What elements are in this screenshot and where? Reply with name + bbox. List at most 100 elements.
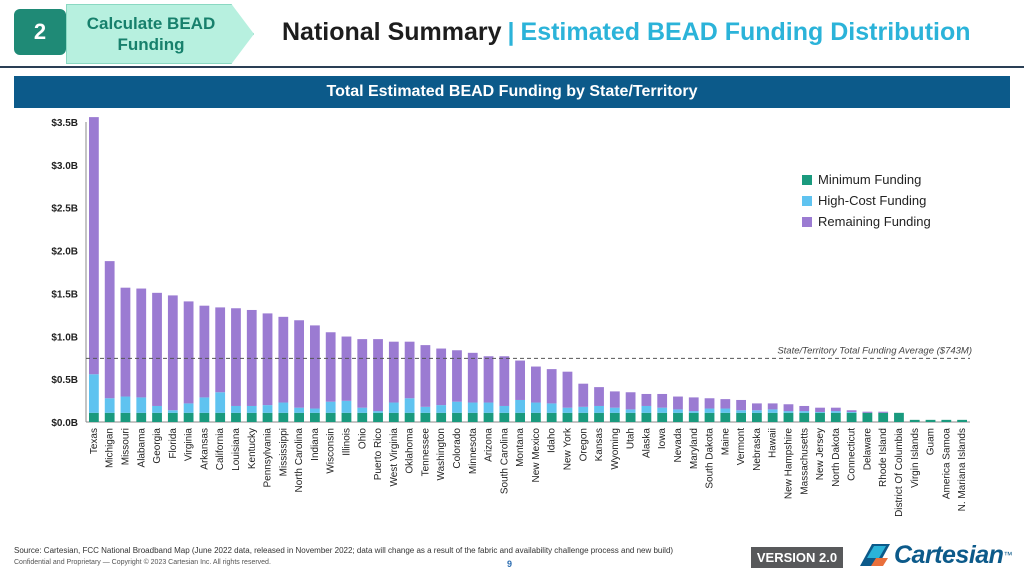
x-tick-label: South Carolina [499,428,510,495]
bar-segment [878,412,889,422]
x-tick-label: Mississippi [278,428,289,476]
x-tick-label: Nevada [673,428,684,463]
bar-segment [688,411,699,413]
x-tick-label: Utah [626,428,637,449]
bar-segment [294,320,305,408]
bar-segment [815,411,825,413]
bar-segment [530,402,541,413]
x-tick-label: West Virginia [389,428,400,487]
x-tick-label: Alaska [641,428,652,458]
bar-segment [862,412,873,422]
bar-segment [152,405,162,413]
y-tick-label: $1.0B [51,332,78,343]
bar-segment [594,412,604,422]
bar-segment [894,412,904,422]
y-tick-label: $0.0B [51,418,78,429]
x-tick-label: South Dakota [705,428,716,489]
x-tick-label: Wisconsin [326,428,337,474]
bar-segment [751,410,762,413]
x-tick-label: Delaware [862,428,873,471]
bar-segment [578,383,589,407]
page-title-separator: | [507,18,515,46]
x-tick-label: Montana [515,428,526,467]
bar-segment [388,402,399,413]
bar-segment [183,403,194,413]
bar-segment [373,411,383,413]
bar-segment [815,412,825,422]
bar-segment [452,401,462,413]
bar-segment [704,408,715,413]
bar-segment [309,412,320,422]
bar-segment [278,316,289,403]
bar-segment [720,412,731,422]
bar-segment [530,412,541,422]
bar-segment [830,411,841,413]
x-tick-label: Tennessee [420,428,431,477]
bar-segment [325,412,336,422]
confidential-note: Confidential and Proprietary — Copyright… [14,559,271,566]
bar-segment [167,410,178,413]
bar-segment [262,313,273,406]
bar-segment [120,287,131,397]
bar-segment [483,412,494,422]
bar-segment [546,369,557,404]
bar-segment [325,332,336,402]
bar-segment [767,409,778,413]
bar-segment [688,397,699,412]
x-tick-label: Florida [168,428,179,459]
bar-segment [88,374,99,413]
bar-segment [294,407,305,413]
bar-segment [594,387,604,406]
bar-segment [546,412,557,422]
bar-segment [862,411,873,413]
bar-segment [215,392,226,413]
bar-segment [388,341,399,403]
bar-segment [673,409,683,413]
legend-swatch [802,175,812,185]
bar-segment [436,412,447,422]
bar-segment [704,412,715,422]
bar-segment [262,405,273,413]
bar-segment [88,117,99,375]
bar-segment [815,407,825,412]
bar-segment [925,419,936,422]
x-tick-label: Colorado [452,428,463,469]
bar-segment [373,339,383,412]
bar-segment [167,295,178,411]
x-tick-label: Kansas [594,428,605,461]
bar-segment [404,412,415,422]
bar-segment [136,397,147,413]
bar-segment [657,393,668,408]
bar-segment [625,409,636,413]
bar-segment [657,412,668,422]
chart-title-banner: Total Estimated BEAD Funding by State/Te… [14,76,1010,108]
bar-segment [452,412,462,422]
bar-segment [673,412,683,422]
x-tick-label: New York [562,427,573,470]
bar-segment [388,412,399,422]
step-label-box: Calculate BEAD Funding [66,4,254,64]
bar-segment [309,408,320,413]
bar-segment [625,392,636,410]
bar-segment [436,348,447,406]
bar-segment [183,301,194,404]
x-tick-label: Idaho [547,428,558,453]
y-tick-label: $0.5B [51,375,78,386]
bar-segment [830,407,841,412]
bar-segment [199,305,210,398]
bar-segment [357,407,368,413]
bar-segment [515,412,526,422]
x-tick-label: Arizona [484,428,495,462]
bar-segment [104,412,115,422]
header-rule [0,66,1024,68]
bar-segment [420,345,431,407]
bar-segment [499,356,510,406]
bar-segment [341,400,352,413]
bar-segment [262,412,273,422]
bar-segment [783,404,794,412]
bar-segment [199,397,210,413]
bar-segment [341,336,352,401]
bar-segment [783,412,794,422]
bar-segment [641,393,652,406]
y-tick-label: $1.5B [51,289,78,300]
